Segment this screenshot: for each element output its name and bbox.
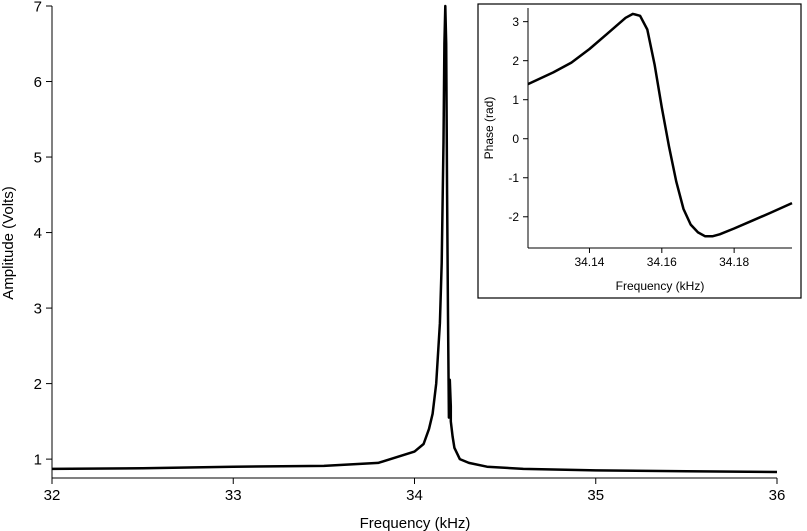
main-y-ticks: 1 2 3 4 5 6 7 (34, 0, 52, 468)
x-tick-label: 34.16 (647, 255, 677, 269)
inset-x-ticks: 34.14 34.16 34.18 (574, 248, 749, 269)
y-tick-label: 0 (512, 132, 519, 146)
x-tick-label: 34 (406, 487, 423, 504)
x-tick-label: 36 (769, 487, 786, 504)
y-tick-label: 1 (512, 93, 519, 107)
y-tick-label: 2 (34, 376, 42, 393)
y-tick-label: -1 (508, 171, 519, 185)
y-tick-label: 2 (512, 54, 519, 68)
main-x-ticks: 32 33 34 35 36 (44, 478, 786, 504)
inset-phase-chart: -2 -1 0 1 2 3 34.14 34.16 34.18 Frequency (kHz)… (477, 3, 802, 299)
y-tick-label: 3 (512, 15, 519, 29)
inset-y-ticks: -2 -1 0 1 2 3 (508, 15, 528, 224)
main-y-axis-label: Amplitude (Volts) (0, 186, 17, 299)
x-tick-label: 32 (44, 487, 61, 504)
amplitude-series-line (51, 4, 778, 474)
main-x-axis-label: Frequency (kHz) (360, 515, 471, 531)
y-tick-label: 7 (34, 0, 42, 15)
phase-series-line (527, 12, 793, 238)
inset-frame (477, 3, 802, 299)
y-tick-label: 3 (34, 300, 42, 317)
inset-y-axis-label: Phase (rad) (482, 97, 496, 160)
y-tick-label: 5 (34, 149, 42, 166)
y-tick-label: -2 (508, 210, 519, 224)
inset-x-axis-label: Frequency (kHz) (616, 279, 705, 293)
x-tick-label: 33 (225, 487, 242, 504)
x-tick-label: 34.18 (719, 255, 749, 269)
y-tick-label: 6 (34, 74, 42, 91)
x-tick-label: 34.14 (574, 255, 604, 269)
y-tick-label: 1 (34, 451, 42, 468)
y-tick-label: 4 (34, 225, 42, 242)
x-tick-label: 35 (587, 487, 604, 504)
